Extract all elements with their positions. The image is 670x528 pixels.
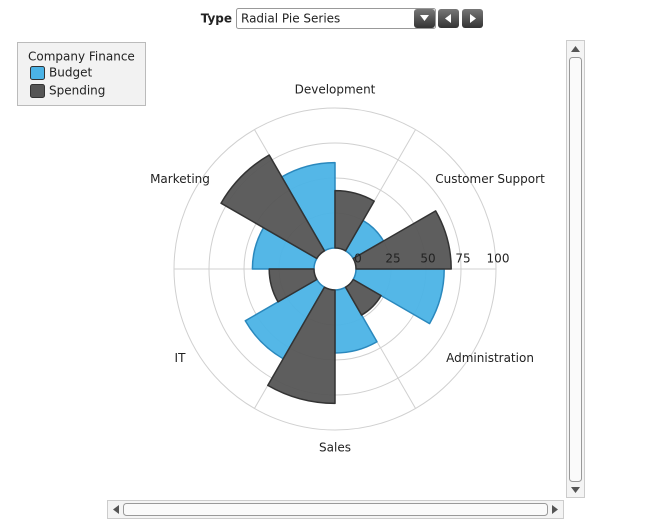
- r-tick-label: 75: [455, 252, 470, 266]
- type-dropdown[interactable]: [236, 8, 436, 29]
- r-tick-label: 0: [354, 252, 362, 266]
- scroll-down[interactable]: [571, 487, 580, 493]
- sector: [352, 210, 452, 270]
- next-arrow: [470, 14, 476, 23]
- horizontal-thumb[interactable]: [123, 503, 548, 516]
- sector: [244, 278, 326, 360]
- sector: [334, 189, 375, 252]
- legend-title: Company Finance: [28, 50, 135, 64]
- category-label: Marketing: [150, 172, 210, 186]
- r-tick-label: 50: [420, 252, 435, 266]
- category-label: Development: [295, 83, 376, 97]
- category-label: Sales: [319, 441, 351, 455]
- legend-label: Spending: [49, 84, 105, 98]
- dropdown-arrow: [420, 15, 429, 21]
- scroll-up[interactable]: [571, 46, 580, 52]
- sector: [352, 268, 445, 325]
- scroll-left[interactable]: [113, 505, 119, 514]
- vertical-thumb[interactable]: [569, 57, 582, 482]
- category-label: Customer Support: [435, 172, 545, 186]
- r-tick-label: 100: [487, 252, 510, 266]
- sector: [220, 154, 326, 260]
- category-label: IT: [175, 351, 187, 365]
- prev-arrow: [445, 14, 451, 23]
- legend-swatch: [30, 84, 45, 98]
- category-label: Administration: [446, 351, 534, 365]
- sector: [267, 286, 336, 405]
- dropdown-value: Radial Pie Series: [241, 12, 340, 26]
- r-tick-label: 25: [385, 252, 400, 266]
- sector: [268, 268, 318, 303]
- type-label: Type: [201, 12, 232, 26]
- sector: [281, 161, 336, 252]
- scroll-right[interactable]: [552, 505, 558, 514]
- sector: [344, 278, 382, 316]
- legend-swatch: [30, 66, 45, 80]
- legend-label: Budget: [49, 66, 92, 80]
